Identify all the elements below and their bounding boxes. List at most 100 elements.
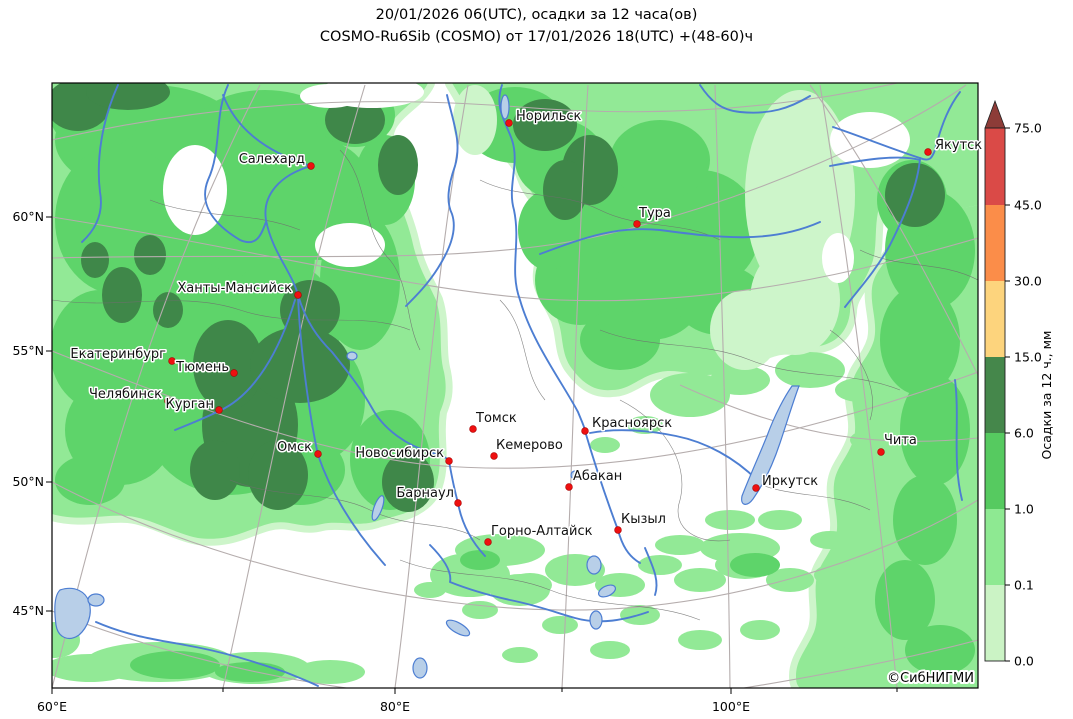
title-line-1: 20/01/2026 06(UTC), осадки за 12 часа(ов… [375,7,698,23]
colorbar-axis-label: Осадки за 12 ч., мм [1039,331,1054,460]
lat-tick-label: 45°N [12,603,44,618]
city-marker [752,484,760,492]
river-tobol [174,299,296,431]
colorbar-segment [985,433,1005,509]
precip-dark-patches [52,83,945,512]
lake-small [570,470,580,480]
city-label: Ханты-Мансийск [177,281,292,296]
figure-title: 20/01/2026 06(UTC), осадки за 12 часа(ов… [0,4,1073,49]
lon-tick-label: 100°E [712,699,750,714]
city-marker [164,397,172,405]
lon-tick-label: 80°E [380,699,410,714]
city-marker [454,499,462,507]
city-marker [314,450,322,458]
river-sayan [644,547,658,596]
colorbar-tick-label: 0.1 [1014,578,1034,593]
city-label: Тура [638,206,671,221]
lake-small [412,657,428,679]
lake-reservoir-ob [371,495,385,521]
city-marker [469,425,477,433]
lat-tick-label: 50°N [12,474,44,489]
city-marker [924,148,932,156]
city-label: Тюмень [175,360,229,375]
city-marker [505,119,513,127]
colorbar-segment [985,509,1005,585]
lakes-layer [54,94,800,679]
river-angara [589,429,758,481]
lake-small [597,584,617,598]
minor-ticks [222,688,898,692]
lake-baikal [741,385,800,505]
colorbar-tick-label: 75.0 [1014,121,1042,136]
city-label: Горно-Алтайск [491,524,593,539]
colorbar-segment [985,357,1005,433]
lake-small [346,351,358,361]
colorbar-extend-triangle [984,99,1006,129]
city-marker [581,427,589,435]
city-marker [215,406,223,414]
river-transbaikal [954,379,963,501]
city-label: Новосибирск [355,446,444,461]
lake-small [586,555,602,575]
precipitation-layer [52,83,978,688]
lake-norilsk [500,94,510,120]
colorbar-tick-label: 45.0 [1014,198,1042,213]
city-label: Омск [277,440,312,455]
city-label: Иркутск [762,474,818,489]
lake-small [589,610,603,630]
city-marker [877,448,885,456]
colorbar-tick-label: 0.0 [1014,654,1034,669]
colorbar-border [984,127,1006,662]
city-marker [490,452,498,460]
title-line-2: COSMO-Ru6Sib (COSMO) от 17/01/2026 18(UT… [319,29,754,46]
colorbar-tick-label: 15.0 [1014,350,1042,365]
river-yenisei [498,84,641,564]
city-label: Салехард [239,152,305,167]
river-topleft-1 [81,84,119,243]
river-lena [832,91,961,161]
city-marker [230,369,238,377]
colorbar: 0.0 0.1 1.0 6.0 15.0 30.0 45.0 75.0 [984,99,1042,669]
city-label: Кызыл [621,512,666,527]
graticule [52,83,978,688]
river-ob [222,94,486,557]
city-marker [614,526,622,534]
city-label: Норильск [516,109,582,124]
city-label: Курган [166,397,214,412]
city-label: Абакан [573,469,622,484]
city-label: Томск [475,411,517,426]
city-label: Красноярск [592,416,672,431]
city-label: Екатеринбург [70,347,166,362]
copyright-text: ©СибНИГМИ [887,671,974,686]
colorbar-tick-label: 1.0 [1014,502,1034,517]
river-north-east [699,84,811,114]
lake-small [87,593,105,607]
lake-southwest [54,587,91,639]
lat-tick-label: 55°N [12,343,44,358]
city-marker [168,357,176,365]
city-label: Челябинск [89,387,162,402]
colorbar-tick-label: 6.0 [1014,426,1034,441]
city-marker [565,483,573,491]
city-label: Чита [884,433,917,448]
cities-layer: Норильск Салехард Якутск Тура Ханты-Мансийск… [69,108,984,546]
city-marker [307,162,315,170]
river-topleft-2 [204,84,267,243]
city-label: Якутск [935,138,982,153]
lake-reservoir [445,619,471,637]
longitude-axis: 60°E 80°E 100°E [37,688,750,714]
city-marker [445,457,453,465]
city-marker [294,291,302,299]
colorbar-segment [985,128,1005,205]
river-tunguska [539,221,821,255]
colorbar-segment [985,585,1005,661]
map-frame [51,82,979,689]
latitude-axis: 60°N 55°N 50°N 45°N [12,209,52,618]
colorbar-segment [985,281,1005,357]
colorbar-tick-label: 30.0 [1014,274,1042,289]
river-southwest [95,621,319,687]
city-marker [633,220,641,228]
lat-tick-label: 60°N [12,209,44,224]
city-label: Барнаул [396,486,454,501]
